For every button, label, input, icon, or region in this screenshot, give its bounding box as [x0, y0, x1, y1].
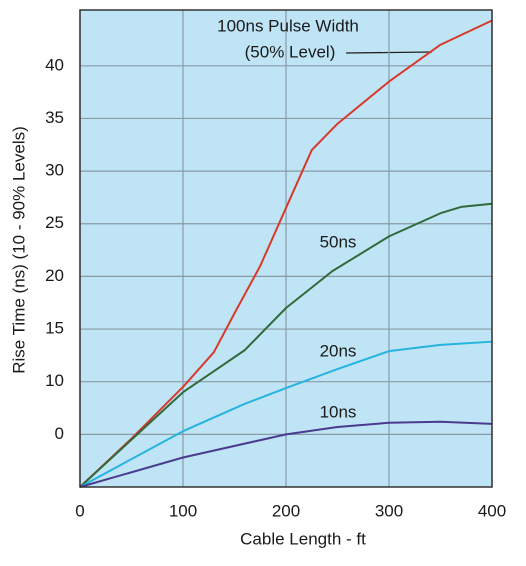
x-tick-label: 300	[375, 501, 403, 520]
plot-frame	[79, 9, 493, 488]
line	[79, 19, 493, 488]
y-tick-label: 30	[45, 161, 64, 180]
series-label: 10ns	[320, 402, 357, 421]
series-label: 20ns	[320, 341, 357, 360]
y-tick-label: 35	[45, 108, 64, 127]
x-tick-label: 100	[169, 501, 197, 520]
y-tick-label: 20	[45, 266, 64, 285]
y-tick-label: 15	[45, 319, 64, 338]
annotation: (50% Level)	[245, 42, 336, 61]
y-tick-label: 10	[45, 371, 64, 390]
x-axis-label: Cable Length - ft	[240, 529, 366, 548]
series-label: 100ns Pulse Width	[217, 16, 359, 35]
line	[79, 202, 493, 488]
y-axis-label: Rise Time (ns) (10 - 90% Levels)	[9, 126, 28, 374]
line	[79, 340, 493, 488]
line	[79, 420, 493, 488]
y-tick-label: 40	[45, 55, 64, 74]
series-label: 50ns	[320, 232, 357, 251]
y-tick-label: 0	[55, 424, 64, 443]
y-tick-label: 25	[45, 213, 64, 232]
x-tick-label: 200	[272, 501, 300, 520]
x-tick-label: 400	[478, 501, 506, 520]
x-tick-label: 0	[75, 501, 84, 520]
